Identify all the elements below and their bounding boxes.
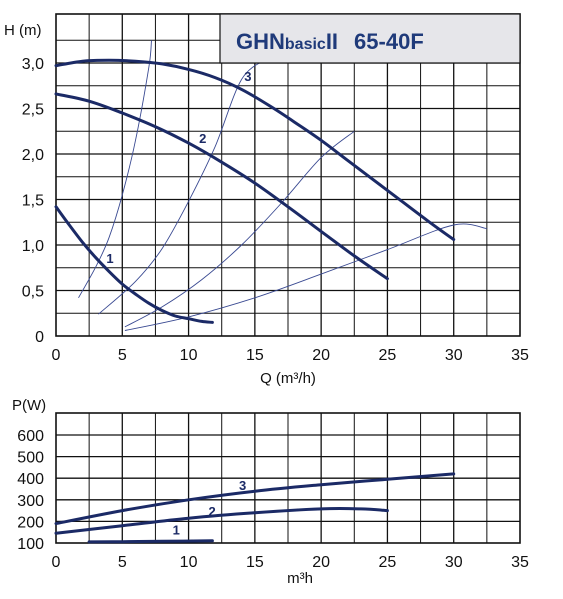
power-curve-2 — [54, 507, 389, 535]
x-tick-label: 5 — [118, 347, 127, 364]
power-flow-chart: 0 5 10 15 20 25 30 35 100 200 300 400 500 600 1 2 3 P(W… — [12, 397, 529, 587]
x-tick-label: 20 — [312, 347, 330, 364]
head-curve-3 — [54, 58, 456, 241]
head-curve-2 — [54, 92, 389, 281]
power-curves — [54, 472, 456, 544]
y-tick-label: 300 — [17, 493, 44, 510]
head-flow-ticks: 0 5 10 15 20 25 30 35 0 0,5 1,0 1,5 2,0 2,5 3,0 — [22, 56, 529, 364]
y-tick-label: 3,0 — [22, 56, 44, 73]
x-tick-label: 5 — [118, 554, 127, 571]
head-y-axis-label: H (m) — [4, 22, 42, 39]
head-curves — [54, 58, 456, 324]
title-model: GHN — [236, 29, 285, 54]
head-curve-label-2: 2 — [199, 131, 206, 146]
power-curve-labels: 1 2 3 — [173, 478, 247, 537]
x-tick-label: 25 — [379, 347, 397, 364]
power-y-axis-label: P(W) — [12, 397, 46, 414]
head-curve-labels: 1 2 3 — [106, 69, 251, 266]
y-tick-label: 0,5 — [22, 284, 44, 301]
head-curve-1 — [54, 205, 214, 324]
title-size: 65-40F — [354, 29, 424, 54]
y-tick-label: 0 — [35, 329, 44, 346]
x-tick-label: 10 — [180, 347, 198, 364]
power-curve-label-3: 3 — [239, 478, 246, 493]
x-tick-label: 15 — [246, 347, 264, 364]
head-curve-label-1: 1 — [106, 251, 113, 266]
x-tick-label: 35 — [511, 554, 529, 571]
system-curve — [124, 223, 487, 331]
system-curve — [124, 130, 355, 328]
title-series: II — [326, 29, 338, 54]
y-tick-label: 200 — [17, 514, 44, 531]
power-curve-label-1: 1 — [173, 522, 180, 537]
y-tick-label: 1,5 — [22, 193, 44, 210]
system-curves — [78, 40, 487, 331]
x-tick-label: 10 — [180, 554, 198, 571]
x-tick-label: 35 — [511, 347, 529, 364]
power-curve-3 — [54, 472, 456, 526]
system-curve — [78, 40, 152, 299]
y-tick-label: 500 — [17, 450, 44, 467]
y-tick-label: 2,0 — [22, 147, 44, 164]
chart-title: GHNbasicII 65-40F — [236, 29, 424, 54]
head-curve-label-3: 3 — [244, 69, 251, 84]
y-tick-label: 1,0 — [22, 238, 44, 255]
y-tick-label: 600 — [17, 428, 44, 445]
power-x-axis-label: m³h — [287, 570, 313, 587]
power-curve-1 — [87, 539, 214, 544]
head-flow-chart: GHNbasicII 65-40F 0 5 10 15 20 25 30 35 0 0,5 1,0 1,… — [4, 13, 529, 387]
head-x-axis-label: Q (m³/h) — [260, 370, 316, 387]
title-basic: basic — [285, 36, 326, 53]
x-tick-label: 15 — [246, 554, 264, 571]
x-tick-label: 25 — [379, 554, 397, 571]
x-tick-label: 0 — [52, 347, 61, 364]
x-tick-label: 30 — [445, 554, 463, 571]
title-box — [219, 13, 521, 64]
power-flow-ticks: 0 5 10 15 20 25 30 35 100 200 300 400 500 600 — [17, 428, 529, 571]
x-tick-label: 20 — [312, 554, 330, 571]
y-tick-label: 100 — [17, 536, 44, 553]
y-tick-label: 400 — [17, 471, 44, 488]
power-curve-label-2: 2 — [208, 504, 215, 519]
system-curve — [98, 58, 269, 315]
x-tick-label: 0 — [52, 554, 61, 571]
power-flow-grid — [56, 413, 520, 543]
y-tick-label: 2,5 — [22, 102, 44, 119]
x-tick-label: 30 — [445, 347, 463, 364]
